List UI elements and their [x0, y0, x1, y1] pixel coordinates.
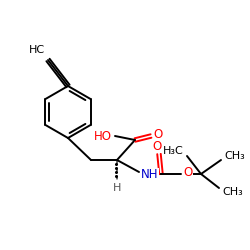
Text: H₃C: H₃C [162, 146, 184, 156]
Text: H: H [113, 183, 121, 193]
Text: O: O [152, 140, 162, 152]
Text: O: O [184, 166, 192, 179]
Text: NH: NH [141, 168, 159, 180]
Text: CH₃: CH₃ [223, 187, 244, 197]
Text: O: O [154, 128, 162, 141]
Text: HO: HO [94, 130, 112, 142]
Text: CH₃: CH₃ [224, 151, 246, 161]
Text: HC: HC [29, 45, 45, 55]
